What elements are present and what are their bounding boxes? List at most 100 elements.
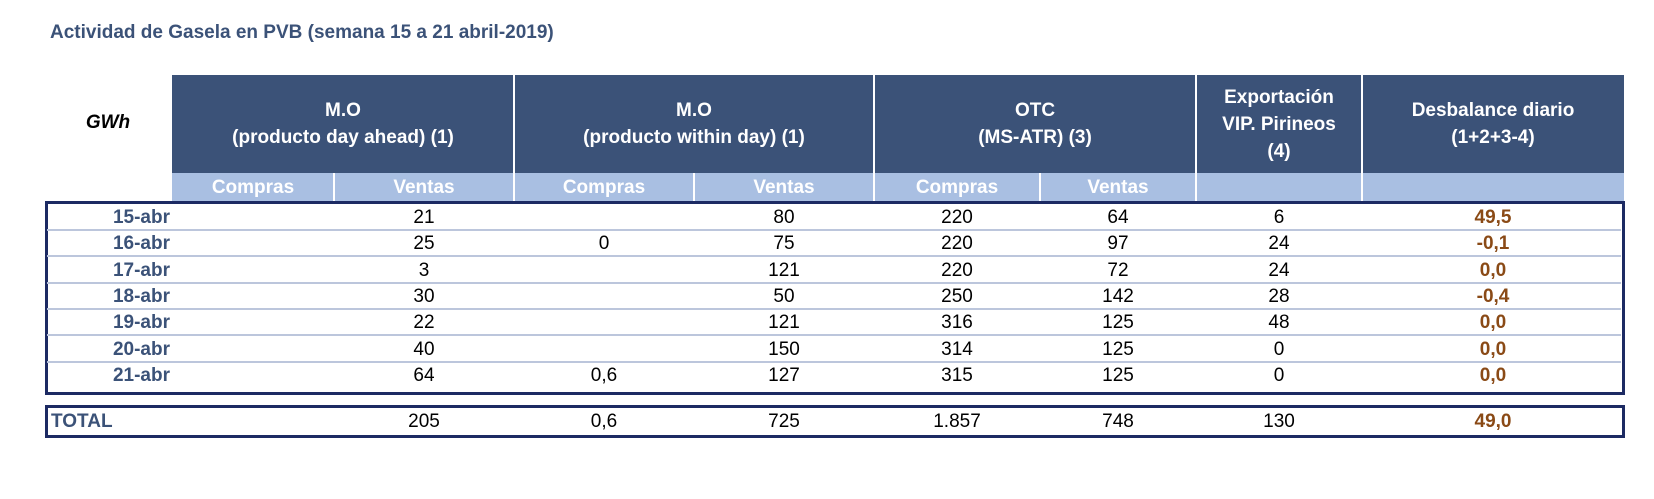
cell-otc-compras: 315	[941, 365, 973, 386]
header-divider	[513, 75, 515, 202]
cell-mo-da-compras	[172, 283, 334, 310]
cell-mo-wd-ventas: 121	[768, 312, 800, 333]
cell-desbalance: 49,5	[1474, 207, 1512, 228]
cell-export: 0	[1273, 339, 1285, 360]
header-line: (MS-ATR) (3)	[978, 127, 1092, 148]
header-line: M.O	[676, 100, 712, 121]
subheader-mo-wd-ventas: Ventas	[694, 173, 874, 202]
header-export: Exportación VIP. Pirineos (4)	[1196, 75, 1362, 173]
cell-desbalance: -0,1	[1476, 233, 1510, 254]
header-desbalance: Desbalance diario (1+2+3-4)	[1362, 75, 1624, 173]
cell-mo-da-compras	[172, 408, 334, 435]
cell-desbalance: 49,0	[1474, 411, 1512, 432]
subheader-otc-compras: Compras	[874, 173, 1040, 202]
header-line: OTC	[1014, 100, 1056, 121]
table-row: 21-abr 64 0,6 127 315 125 0 0,0	[47, 362, 1621, 389]
cell-mo-wd-compras	[514, 283, 694, 310]
cell-mo-wd-compras: 0,6	[590, 365, 618, 386]
cell-mo-da-compras	[172, 362, 334, 389]
table-row: 16-abr 25 0 75 220 97 24 -0,1	[47, 230, 1621, 257]
header-line: VIP. Pirineos	[1222, 113, 1336, 135]
cell-mo-da-compras	[172, 204, 334, 231]
cell-mo-wd-ventas: 127	[768, 365, 800, 386]
cell-mo-da-compras	[172, 230, 334, 257]
cell-mo-wd-ventas: 75	[773, 233, 795, 254]
cell-export: 24	[1268, 260, 1290, 281]
total-row-border	[45, 405, 1625, 438]
cell-desbalance: 0,0	[1479, 365, 1507, 386]
cell-mo-wd-compras	[514, 204, 694, 231]
total-row: TOTAL 205 0,6 725 1.857 748 130 49,0	[47, 408, 1621, 435]
header-line: Desbalance diario	[1411, 100, 1575, 121]
cell-otc-ventas: 97	[1107, 233, 1129, 254]
cell-mo-wd-ventas: 121	[768, 260, 800, 281]
cell-mo-da-ventas: 30	[413, 286, 435, 307]
subheader-divider	[1039, 173, 1041, 202]
header-line: (producto day ahead) (1)	[232, 127, 454, 148]
cell-otc-compras: 316	[941, 312, 973, 333]
cell-otc-compras: 220	[941, 260, 973, 281]
subheader-mo-wd-compras: Compras	[514, 173, 694, 202]
cell-otc-compras: 220	[941, 207, 973, 228]
subheader-divider	[693, 173, 695, 202]
table-row: 17-abr 3 121 220 72 24 0,0	[47, 257, 1621, 284]
table-row: 20-abr 40 150 314 125 0 0,0	[47, 336, 1621, 363]
cell-mo-wd-compras	[514, 336, 694, 363]
row-date: 15-abr	[112, 207, 170, 228]
header-divider	[1195, 75, 1197, 202]
cell-mo-wd-compras: 0,6	[590, 411, 618, 432]
cell-export: 6	[1273, 207, 1285, 228]
cell-export: 0	[1273, 365, 1285, 386]
header-line: (1+2+3-4)	[1451, 127, 1535, 148]
data-table-border	[45, 201, 1625, 395]
subheader-mo-da-ventas: Ventas	[334, 173, 514, 202]
header-line: Exportación	[1224, 86, 1334, 108]
cell-otc-ventas: 748	[1102, 411, 1134, 432]
subheader-otc-ventas: Ventas	[1040, 173, 1196, 202]
cell-mo-da-ventas: 22	[413, 312, 435, 333]
cell-desbalance: 0,0	[1479, 260, 1507, 281]
cell-otc-ventas: 125	[1102, 339, 1134, 360]
table-row: 19-abr 22 121 316 125 48 0,0	[47, 309, 1621, 336]
cell-otc-compras: 1.857	[933, 411, 981, 432]
cell-otc-compras: 250	[941, 286, 973, 307]
cell-mo-wd-ventas: 80	[773, 207, 795, 228]
row-date: 20-abr	[112, 339, 170, 360]
row-date: 16-abr	[112, 233, 170, 254]
cell-otc-compras: 314	[941, 339, 973, 360]
cell-desbalance: -0,4	[1476, 286, 1510, 307]
header-otc: OTC (MS-ATR) (3)	[874, 75, 1196, 173]
cell-mo-wd-compras	[514, 257, 694, 284]
cell-mo-da-compras	[172, 309, 334, 336]
cell-mo-wd-compras	[514, 309, 694, 336]
unit-label: GWh	[85, 112, 131, 133]
cell-otc-ventas: 64	[1107, 207, 1129, 228]
subheader-mo-da-compras: Compras	[172, 173, 334, 202]
header-mo-within-day: M.O (producto within day) (1)	[514, 75, 874, 173]
subheader-export-blank	[1196, 173, 1362, 202]
header-line: (4)	[1267, 140, 1291, 162]
cell-mo-wd-ventas: 725	[768, 411, 800, 432]
table-row: 15-abr 21 80 220 64 6 49,5	[47, 204, 1621, 231]
cell-otc-ventas: 142	[1102, 286, 1134, 307]
cell-mo-da-compras	[172, 257, 334, 284]
cell-otc-ventas: 125	[1102, 365, 1134, 386]
cell-otc-ventas: 72	[1107, 260, 1129, 281]
header-mo-day-ahead: M.O (producto day ahead) (1)	[172, 75, 514, 173]
cell-mo-wd-compras: 0	[598, 233, 610, 254]
cell-mo-da-ventas: 205	[408, 411, 440, 432]
header-line: M.O	[325, 100, 361, 121]
total-label: TOTAL	[51, 411, 113, 432]
header-divider	[1361, 75, 1363, 202]
row-date: 21-abr	[112, 365, 170, 386]
cell-mo-da-ventas: 25	[413, 233, 435, 254]
cell-desbalance: 0,0	[1479, 339, 1507, 360]
row-date: 19-abr	[112, 312, 170, 333]
cell-mo-da-ventas: 64	[413, 365, 435, 386]
cell-export: 24	[1268, 233, 1290, 254]
header-divider	[873, 75, 875, 202]
header-line: (producto within day) (1)	[583, 127, 805, 148]
cell-mo-da-ventas: 40	[413, 339, 435, 360]
subheader-desbalance-blank	[1362, 173, 1624, 202]
row-date: 17-abr	[112, 260, 170, 281]
